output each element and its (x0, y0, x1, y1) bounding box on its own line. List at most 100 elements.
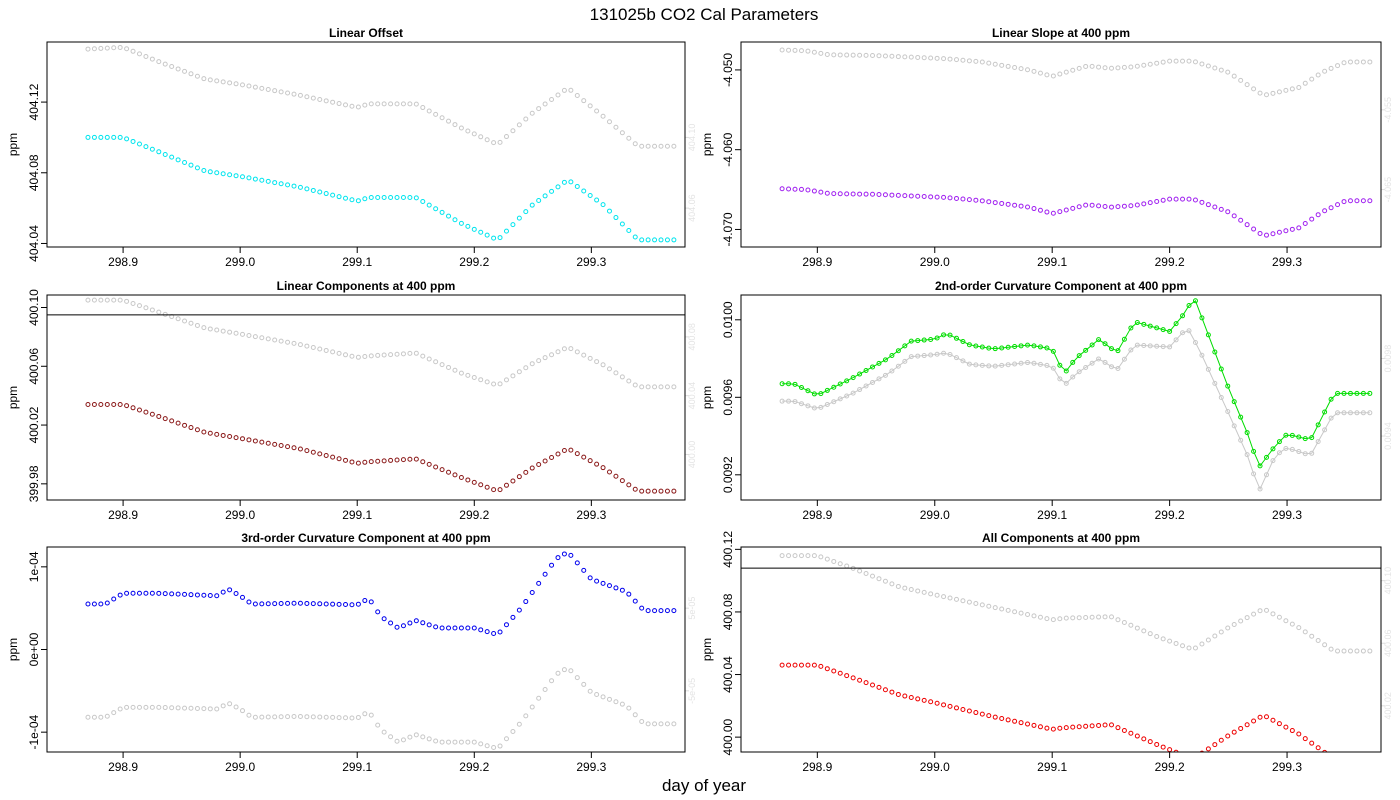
data-point (104, 713, 110, 719)
data-point (1341, 410, 1347, 416)
data-point (555, 555, 561, 561)
data-point (1050, 210, 1056, 216)
data-point (889, 689, 895, 695)
data-point (581, 567, 587, 573)
data-point (400, 351, 406, 357)
data-point (921, 697, 927, 703)
data-point (863, 680, 869, 686)
data-point (960, 196, 966, 202)
gray-y-tick-label: 5e-05 (687, 597, 697, 620)
data-point (1186, 645, 1192, 651)
y-axis-label: ppm (700, 638, 714, 661)
data-point (973, 362, 979, 368)
data-point (246, 437, 252, 443)
data-point (587, 103, 593, 109)
data-point (652, 237, 658, 243)
data-point (124, 403, 130, 409)
data-point (779, 553, 785, 559)
data-point (1218, 737, 1224, 743)
data-point (574, 451, 580, 457)
data-point (857, 568, 863, 574)
data-point (149, 146, 155, 152)
data-point (536, 580, 542, 586)
data-point (310, 95, 316, 101)
data-point (555, 349, 561, 355)
data-point (837, 670, 843, 676)
data-point (818, 404, 824, 410)
data-point (1102, 341, 1108, 347)
data-point (1264, 472, 1269, 478)
data-point (1070, 615, 1076, 621)
data-point (529, 465, 535, 471)
data-point (201, 325, 207, 331)
data-point (1187, 755, 1191, 759)
data-point (568, 447, 574, 453)
series-2 (85, 667, 677, 751)
data-point (1283, 724, 1289, 730)
y-axis-label: ppm (6, 133, 20, 156)
data-point (252, 84, 258, 90)
data-point (953, 596, 959, 602)
data-point (426, 736, 432, 742)
data-point (394, 195, 400, 201)
data-point (1128, 347, 1134, 353)
data-point (124, 136, 130, 142)
data-point (388, 620, 394, 626)
data-point (227, 80, 233, 86)
data-point (98, 714, 104, 720)
data-point (1005, 607, 1011, 613)
data-point (779, 186, 785, 192)
data-point (124, 590, 130, 596)
data-point (1283, 432, 1289, 438)
data-point (992, 714, 998, 720)
data-point (581, 188, 587, 194)
data-point (182, 705, 188, 711)
data-point (1121, 203, 1127, 209)
data-point (992, 605, 998, 611)
data-point (478, 627, 484, 633)
data-point (446, 469, 452, 475)
data-point (407, 101, 413, 107)
data-point (895, 691, 901, 697)
data-point (285, 90, 291, 96)
data-point (1251, 86, 1257, 92)
data-point (1160, 197, 1166, 203)
data-point (805, 403, 811, 409)
data-point (626, 705, 632, 711)
data-point (1180, 196, 1186, 202)
data-point (413, 618, 419, 624)
plot-frame (740, 546, 1382, 753)
data-point (1218, 629, 1224, 635)
data-point (1005, 344, 1011, 350)
data-point (960, 358, 966, 364)
data-point (536, 695, 542, 701)
data-point (201, 168, 207, 174)
data-point (323, 452, 329, 458)
data-point (240, 594, 245, 600)
data-point (882, 192, 888, 198)
data-point (831, 52, 837, 58)
data-point (136, 303, 142, 309)
data-point (798, 401, 804, 407)
gray-y-tick-label: -4.065 (1383, 177, 1393, 203)
data-point (111, 134, 117, 140)
data-point (908, 587, 914, 593)
data-point (400, 457, 406, 463)
data-point (91, 46, 97, 52)
data-point (1173, 321, 1179, 327)
panel-title: 2nd-order Curvature Component at 400 ppm (935, 279, 1187, 293)
data-point (568, 179, 574, 185)
panel-data (779, 298, 1373, 492)
data-point (671, 488, 677, 494)
data-point (1367, 198, 1373, 204)
data-point (1121, 336, 1127, 342)
data-point (310, 714, 316, 720)
data-point (1225, 625, 1231, 631)
data-point (1360, 390, 1366, 396)
data-point (1302, 436, 1308, 442)
data-point (162, 416, 168, 422)
data-point (1360, 198, 1366, 204)
data-point (1355, 757, 1359, 761)
data-point (619, 587, 625, 593)
data-point (921, 55, 927, 61)
